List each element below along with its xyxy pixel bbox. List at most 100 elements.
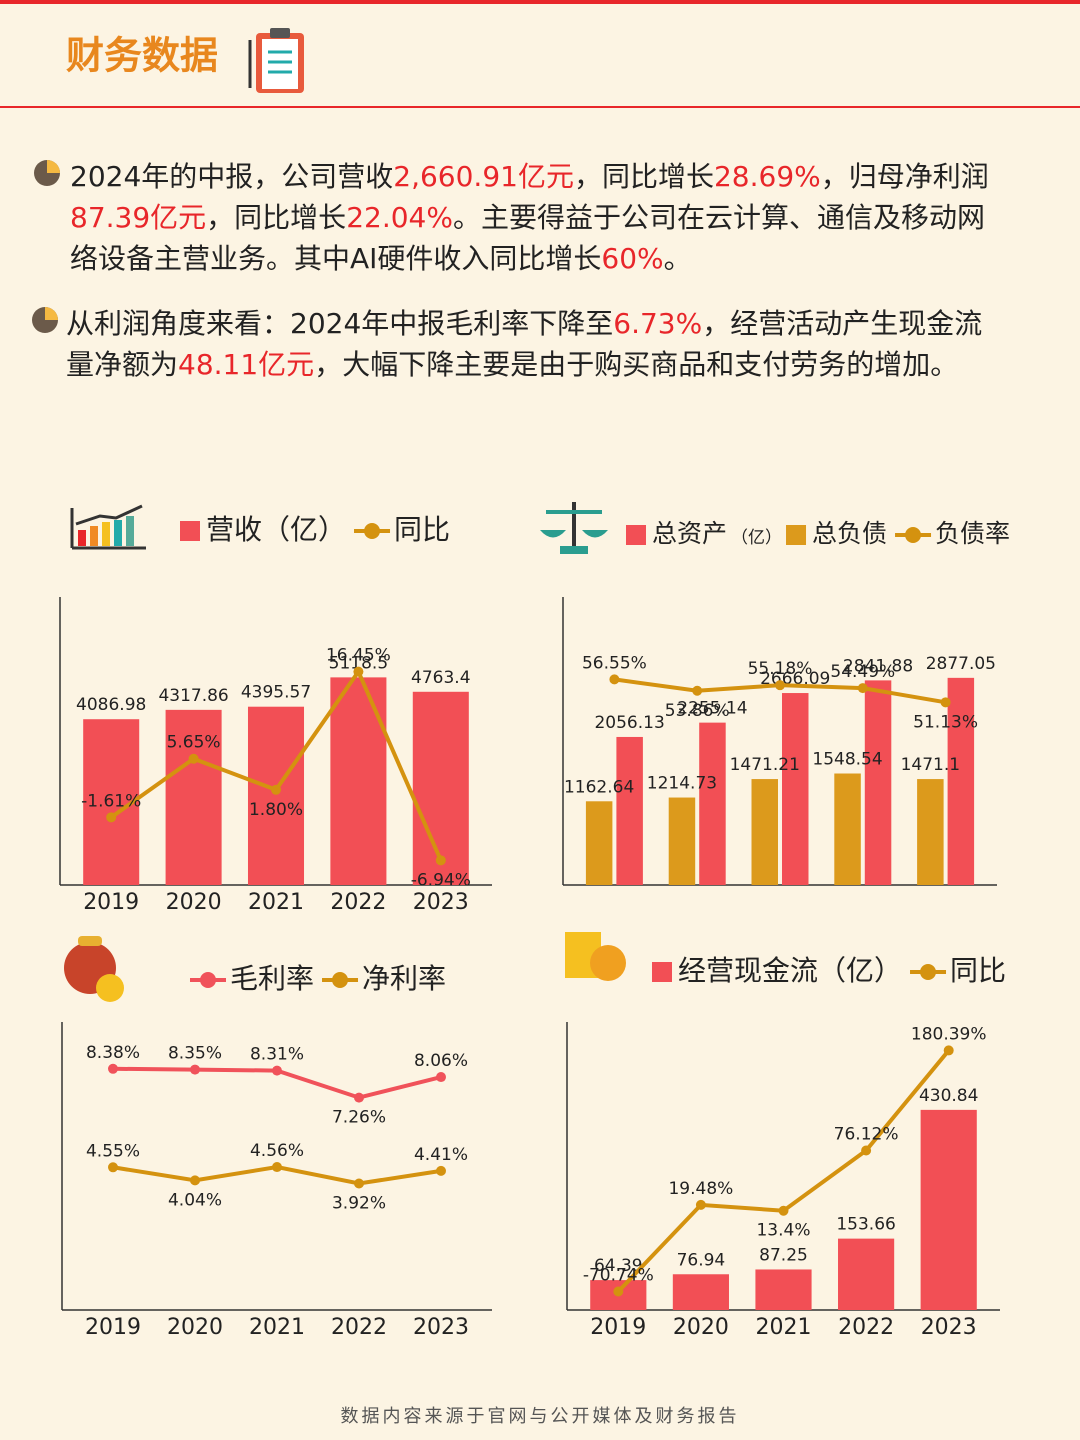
line-value-label: 53.86% xyxy=(665,701,730,721)
line-marker xyxy=(609,674,620,685)
legend-swatch xyxy=(626,525,646,545)
legend-swatch xyxy=(180,521,200,541)
bar xyxy=(616,736,643,885)
bar-value-label: 87.25 xyxy=(759,1245,808,1265)
line-value-label: -6.94% xyxy=(411,870,471,890)
line-value-label: 8.35% xyxy=(168,1044,222,1064)
line-value-label: -70.74% xyxy=(583,1266,654,1286)
line-marker xyxy=(436,1072,446,1083)
line-marker xyxy=(943,1045,954,1056)
legend-swatch xyxy=(332,972,349,988)
clipboard-icon xyxy=(248,28,304,93)
coins-icon xyxy=(565,932,626,981)
top-border xyxy=(0,0,1080,4)
x-tick-label: 2019 xyxy=(590,1315,646,1340)
bar-value-label: 1471.21 xyxy=(730,755,800,775)
line-marker xyxy=(190,1064,200,1075)
x-tick-label: 2020 xyxy=(673,1315,729,1340)
line-value-label: 8.38% xyxy=(86,1043,140,1063)
x-tick-label: 2023 xyxy=(921,1315,977,1340)
line-marker xyxy=(940,697,951,708)
x-tick-label: 2020 xyxy=(166,890,222,915)
line-marker xyxy=(695,1199,706,1210)
x-tick-label: 2023 xyxy=(413,890,469,915)
line-marker xyxy=(354,1092,364,1103)
bar-value-label: 76.94 xyxy=(677,1250,726,1270)
bar xyxy=(917,779,944,885)
bar-value-label: 1548.54 xyxy=(812,750,882,770)
bar xyxy=(668,797,696,885)
bar xyxy=(699,722,726,885)
legend-label: 总负债 xyxy=(812,519,887,548)
legend-label: 经营现金流（亿） xyxy=(678,954,902,987)
line-marker xyxy=(271,784,281,795)
legend-label: 净利率 xyxy=(362,962,446,995)
line-value-label: 13.4% xyxy=(756,1221,810,1241)
legend-swatch xyxy=(786,525,807,545)
bar xyxy=(782,693,809,885)
line-marker xyxy=(778,1205,789,1216)
bar xyxy=(330,677,387,885)
highlight-text: 22.04% xyxy=(346,201,453,234)
text: ，大幅下降主要是由于购买商品和支付劳务的增加。 xyxy=(314,348,959,381)
line-value-label: 4.04% xyxy=(168,1190,222,1210)
paragraph: 从利润角度来看：2024年中报毛利率下降至6.73%，经营活动产生现金流量净额为… xyxy=(66,303,1001,385)
bar-value-label: 1471.1 xyxy=(901,755,960,775)
revenue-icon xyxy=(70,504,146,550)
text: ，同比增长 xyxy=(573,160,714,193)
text: 2024年的中报，公司营收 xyxy=(70,160,394,193)
highlight-text: 87.39亿元 xyxy=(70,201,207,234)
legend-label: 同比 xyxy=(394,513,450,546)
legend-swatch xyxy=(905,527,922,543)
line-value-label: 51.13% xyxy=(913,712,978,732)
line-marker xyxy=(435,855,446,866)
legend-note: （亿） xyxy=(731,528,782,548)
pie-icon xyxy=(32,307,58,333)
bar-value-label: 2056.13 xyxy=(594,713,664,733)
line-marker xyxy=(272,1162,282,1173)
purse-icon xyxy=(64,936,124,1002)
bar-value-label: 64.39 xyxy=(594,1256,643,1276)
x-tick-label: 2019 xyxy=(83,890,139,915)
bar xyxy=(165,709,222,885)
x-tick-label: 2022 xyxy=(330,890,386,915)
header-title: 财务数据 xyxy=(66,34,218,78)
legend-label: 营收（亿） xyxy=(206,513,346,546)
line-value-label: 56.55% xyxy=(582,653,647,673)
bar xyxy=(585,801,613,885)
highlight-text: 48.11亿元 xyxy=(178,348,315,381)
x-tick-label: 2022 xyxy=(838,1315,894,1340)
line-value-label: 3.92% xyxy=(332,1193,386,1213)
bar xyxy=(838,1238,895,1310)
text: 从利润角度来看：2024年中报毛利率下降至 xyxy=(66,307,614,340)
bar xyxy=(864,680,892,885)
bar xyxy=(247,706,305,885)
text: 。主要得益于公司在云计算、通信及移动网络设备主营业务。其中AI硬件收入同比增长 xyxy=(70,201,985,275)
text: ，同比增长 xyxy=(206,201,347,234)
x-tick-label: 2021 xyxy=(249,1315,305,1340)
scale-icon xyxy=(540,502,608,554)
line-value-label: 4.41% xyxy=(414,1145,468,1165)
bar-value-label: 4317.86 xyxy=(158,686,228,706)
legend-label: 总资产 xyxy=(652,519,727,548)
line-value-label: 5.65% xyxy=(167,733,221,753)
legend-label: 同比 xyxy=(950,954,1006,987)
line-marker xyxy=(108,1162,118,1173)
bar xyxy=(751,779,778,885)
legend-label: 毛利率 xyxy=(230,962,314,995)
legend-swatch xyxy=(652,962,672,982)
highlight-text: 2,660.91亿元 xyxy=(393,160,574,193)
x-tick-label: 2019 xyxy=(85,1315,141,1340)
bar-value-label: 2877.05 xyxy=(926,654,996,674)
line-value-label: 180.39% xyxy=(911,1024,987,1044)
line-marker xyxy=(775,680,785,691)
bar-value-label: 4395.57 xyxy=(241,683,311,703)
paragraph: 2024年的中报，公司营收2,660.91亿元，同比增长28.69%，归母净利润… xyxy=(70,156,1005,279)
text: ，经营活动产生现金流量净额为 xyxy=(66,307,983,381)
line-marker xyxy=(692,685,703,696)
pie-icon xyxy=(34,160,60,186)
line-value-label: 1.80% xyxy=(249,800,303,820)
line-marker xyxy=(354,1178,364,1189)
bar xyxy=(755,1269,812,1310)
